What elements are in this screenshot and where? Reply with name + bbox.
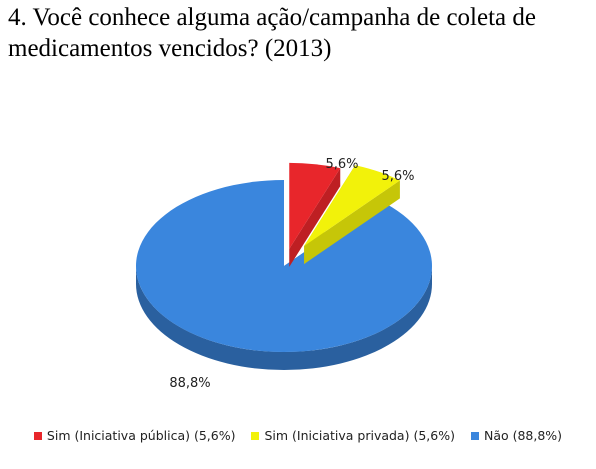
chart-legend: Sim (Iniciativa pública) (5,6%) Sim (Ini… <box>0 428 596 443</box>
legend-swatch-privada <box>251 431 260 440</box>
data-label-publica: 5,6% <box>325 157 358 172</box>
slice-privada-wall-1 <box>304 180 400 264</box>
legend-item-nao: Não (88,8%) <box>470 428 563 443</box>
legend-item-privada: Sim (Iniciativa privada) (5,6%) <box>251 428 455 443</box>
chart-title: 4. Você conhece alguma ação/campanha de … <box>8 4 536 62</box>
slice-publica <box>289 162 341 249</box>
legend-item-publica: Sim (Iniciativa pública) (5,6%) <box>33 428 236 443</box>
legend-label-privada: Sim (Iniciativa privada) (5,6%) <box>264 428 455 443</box>
legend-label-publica: Sim (Iniciativa pública) (5,6%) <box>46 428 236 443</box>
slice-nao-side <box>136 266 432 370</box>
legend-swatch-publica <box>33 431 42 440</box>
slice-publica-wall-1 <box>289 168 341 267</box>
slice-privada <box>304 165 400 246</box>
data-label-nao: 88,8% <box>169 376 210 391</box>
data-label-privada: 5,6% <box>381 169 414 184</box>
legend-label-nao: Não (88,8%) <box>483 428 563 443</box>
legend-swatch-nao <box>470 431 479 440</box>
